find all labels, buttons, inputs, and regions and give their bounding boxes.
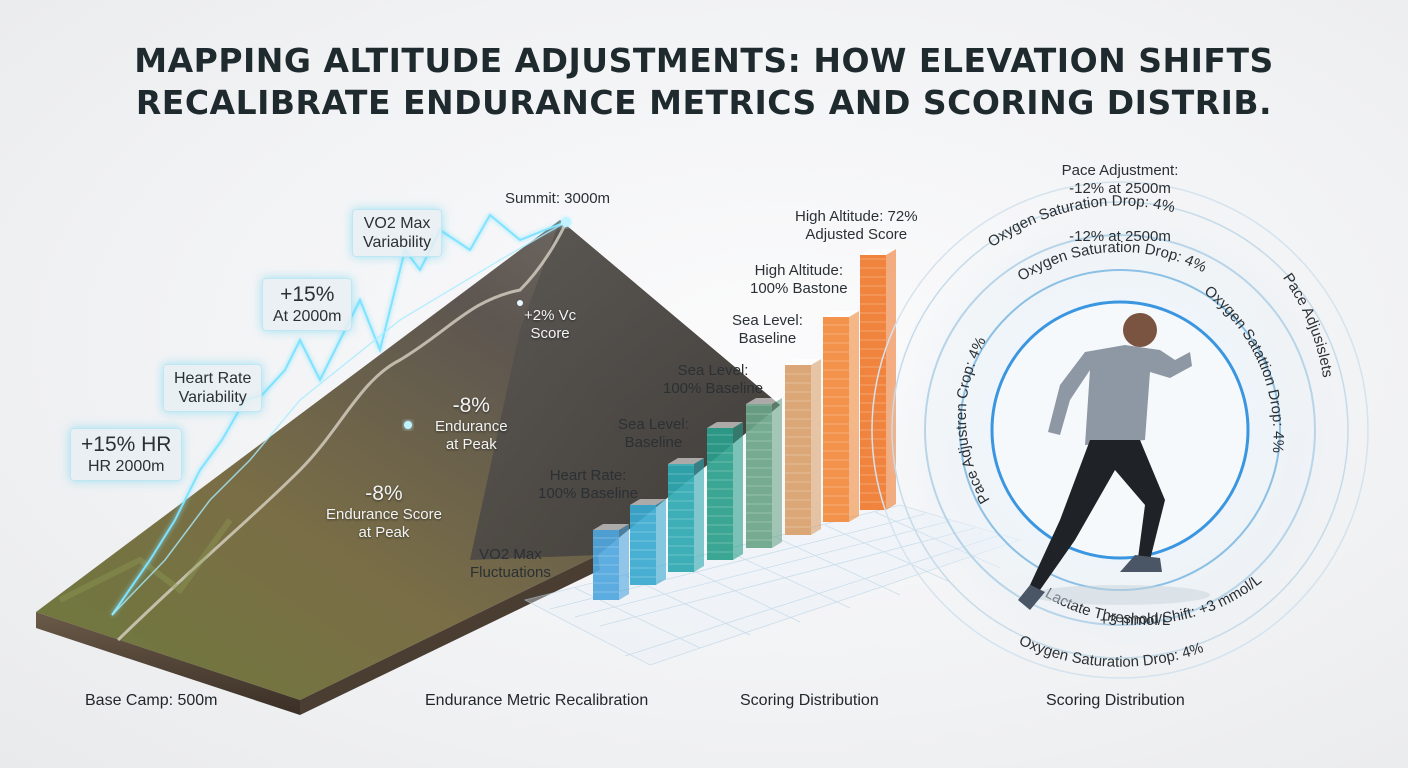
hrv-box-line1: Heart Rate bbox=[174, 370, 252, 387]
vc-score-line1: +2% Vc bbox=[524, 307, 577, 324]
runner-figure bbox=[1018, 313, 1210, 610]
endurance-peak-line1: -8% bbox=[452, 394, 490, 417]
ring-label-r2b: -12% at 2500m bbox=[1069, 228, 1171, 245]
bar-0-side bbox=[619, 524, 629, 600]
bar-label-vo2-line2: Fluctuations bbox=[470, 564, 551, 581]
bar-3-top bbox=[707, 422, 743, 428]
bar-3-side bbox=[733, 422, 743, 560]
bar-5-front bbox=[785, 365, 811, 535]
page-title: MAPPING ALTITUDE ADJUSTMENTS: HOW ELEVAT… bbox=[0, 40, 1408, 124]
mountain-terrain bbox=[36, 220, 780, 715]
summit-label: Summit: 3000m bbox=[505, 190, 611, 207]
bar-label-sea-level-a-line2: Baseline bbox=[624, 434, 683, 451]
endurance-score-label: -8% Endurance Score at Peak bbox=[326, 482, 442, 542]
endurance-peak-line2: Endurance bbox=[435, 418, 508, 435]
bar-label-high-altitude-b-line1: High Altitude: 72% bbox=[795, 208, 918, 225]
bar-label-sea-level-a-line1: Sea Level: bbox=[618, 416, 689, 433]
bar-label-sea-level-b-line1: Sea Level: bbox=[677, 362, 749, 379]
hrv-box: Heart Rate Variability bbox=[163, 364, 263, 412]
endurance-score-line2: Endurance Score bbox=[326, 506, 442, 523]
bar-label-heart-rate-line2: 100% Baseline bbox=[538, 485, 639, 502]
bar-0-top bbox=[593, 524, 629, 530]
bar-0-front bbox=[593, 530, 619, 600]
hrv-box-line2: Variability bbox=[178, 389, 247, 406]
bar-label-sea-level-b: Sea Level: 100% Baseline bbox=[663, 362, 763, 398]
hr-box-line1: +15% HR bbox=[81, 433, 172, 456]
bar-1-side bbox=[656, 499, 666, 585]
vc-score-label: +2% Vc Score bbox=[524, 307, 576, 343]
bar-label-sea-level-c: Sea Level: Baseline bbox=[732, 312, 803, 348]
pace-adjustment-line1: Pace Adjustment: bbox=[1061, 162, 1179, 179]
plus15-box: +15% At 2000m bbox=[262, 278, 353, 331]
hr-box: +15% HR HR 2000m bbox=[70, 428, 183, 481]
vo2-box: VO2 Max Variability bbox=[352, 209, 443, 257]
summit-marker-icon bbox=[561, 217, 571, 227]
bar-1-top bbox=[630, 499, 666, 505]
bar-label-sea-level-c-line2: Baseline bbox=[738, 330, 797, 347]
footer-scoring-2: Scoring Distribution bbox=[1046, 692, 1185, 709]
bar-6-top bbox=[823, 311, 859, 317]
bar-7-top bbox=[860, 249, 896, 255]
endurance-score-line3: at Peak bbox=[358, 524, 410, 541]
plus15-box-line2: At 2000m bbox=[273, 308, 342, 325]
pace-adjustment-label: Pace Adjustment: -12% at 2500m bbox=[1020, 162, 1220, 198]
bar-4-top bbox=[746, 398, 782, 404]
bar-7-front bbox=[860, 255, 886, 510]
endurance-peak-label: -8% Endurance at Peak bbox=[435, 394, 508, 454]
bar-1-front bbox=[630, 505, 656, 585]
bar-6-front bbox=[823, 317, 849, 522]
bar-label-high-altitude-a: High Altitude: 100% Bastone bbox=[750, 262, 848, 298]
vo2-box-line1: VO2 Max bbox=[363, 215, 431, 232]
base-camp-label: Base Camp: 500m bbox=[85, 692, 218, 709]
bar-label-sea-level-b-line2: 100% Baseline bbox=[663, 380, 764, 397]
bar-label-high-altitude-a-line1: High Altitude: bbox=[754, 262, 843, 279]
bar-label-vo2: VO2 Max Fluctuations bbox=[470, 546, 551, 582]
bar-3-front bbox=[707, 428, 733, 560]
bar-2-side bbox=[694, 458, 704, 572]
bar-label-high-altitude-b: High Altitude: 72% Adjusted Score bbox=[795, 208, 918, 244]
bar-5-side bbox=[811, 359, 821, 535]
bar-label-high-altitude-b-line2: Adjusted Score bbox=[805, 226, 908, 243]
bar-6-side bbox=[849, 311, 859, 522]
plus15-box-line1: +15% bbox=[280, 283, 335, 306]
bar-label-sea-level-c-line1: Sea Level: bbox=[732, 312, 803, 329]
footer-recalibration: Endurance Metric Recalibration bbox=[425, 692, 649, 709]
pace-adjustment-line2: -12% at 2500m bbox=[1069, 180, 1171, 197]
footer-scoring-1: Scoring Distribution bbox=[740, 692, 879, 709]
bar-4-front bbox=[746, 404, 772, 548]
bar-label-heart-rate: Heart Rate: 100% Baseline bbox=[538, 467, 638, 503]
score-marker-icon bbox=[517, 300, 523, 306]
bar-label-sea-level-a: Sea Level: Baseline bbox=[618, 416, 689, 452]
endurance-peak-line3: at Peak bbox=[445, 436, 497, 453]
vo2-box-line2: Variability bbox=[363, 234, 432, 251]
peak-marker-icon bbox=[404, 421, 412, 429]
bar-2-front bbox=[668, 464, 694, 572]
bar-2-top bbox=[668, 458, 704, 464]
bar-label-heart-rate-line1: Heart Rate: bbox=[549, 467, 627, 484]
title-line-1: MAPPING ALTITUDE ADJUSTMENTS: HOW ELEVAT… bbox=[134, 41, 1274, 80]
vc-score-line2: Score bbox=[530, 325, 570, 342]
hr-box-line2: HR 2000m bbox=[87, 458, 165, 475]
bar-4-side bbox=[772, 398, 782, 548]
endurance-score-line1: -8% bbox=[365, 482, 403, 505]
bar-label-high-altitude-a-line2: 100% Bastone bbox=[750, 280, 848, 297]
bar-5-top bbox=[785, 359, 821, 365]
title-line-2: RECALIBRATE ENDURANCE METRICS AND SCORIN… bbox=[135, 83, 1273, 122]
bar-label-vo2-line1: VO2 Max bbox=[479, 546, 542, 563]
lactate-value-label: +3 mmol/L bbox=[1099, 612, 1171, 629]
